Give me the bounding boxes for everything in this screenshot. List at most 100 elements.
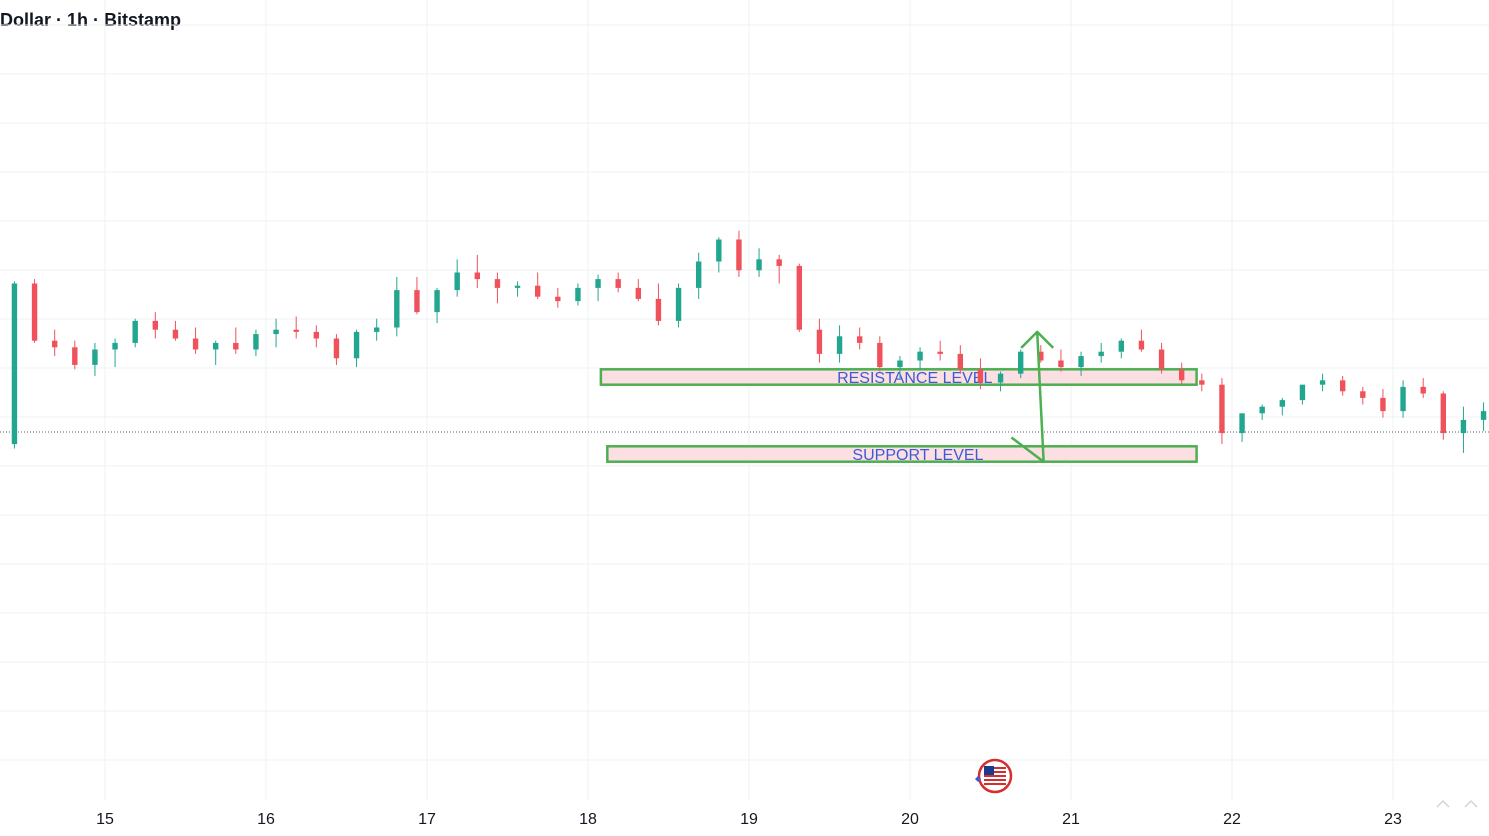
candle-body: [816, 329, 823, 354]
candle: [293, 316, 299, 339]
candle: [1058, 349, 1064, 372]
candle-body: [514, 285, 521, 288]
candle-body: [474, 272, 481, 280]
candle-body: [1199, 380, 1205, 385]
candle-body: [716, 239, 722, 262]
x-tick-label: 23: [1384, 811, 1402, 828]
candle-body: [675, 287, 682, 321]
x-tick-label: 19: [740, 811, 758, 828]
candle: [313, 325, 320, 348]
candle: [1339, 375, 1346, 396]
candle: [736, 230, 742, 277]
candle: [1420, 378, 1426, 398]
candle-body: [172, 329, 179, 339]
candle: [1158, 342, 1165, 374]
candle-body: [454, 272, 460, 291]
candle: [192, 327, 199, 354]
candle: [917, 347, 923, 370]
candle-body: [555, 296, 561, 302]
logo-stripe: [984, 783, 1006, 785]
candle: [555, 287, 561, 308]
candle: [1138, 329, 1145, 352]
candle: [233, 327, 239, 354]
candle-body: [1380, 397, 1386, 412]
candle-body: [695, 261, 702, 288]
candle-body: [635, 287, 642, 299]
candle-body: [655, 298, 662, 321]
candle-body: [1017, 351, 1024, 374]
flag-logo-icon: [975, 758, 1013, 794]
candle: [575, 283, 581, 306]
candle-body: [1319, 380, 1326, 385]
candle: [253, 329, 259, 357]
logo-canton: [984, 766, 994, 775]
chevron-up-icon[interactable]: [1435, 798, 1481, 808]
candle: [816, 318, 823, 363]
arrow-line: [1010, 331, 1045, 463]
candle: [92, 342, 98, 376]
candle-body: [997, 373, 1004, 383]
candle-body: [1078, 356, 1084, 368]
candle-body: [977, 369, 984, 383]
x-tick-label: 18: [579, 811, 597, 828]
candle: [1319, 373, 1326, 392]
x-tick-label: 22: [1223, 811, 1241, 828]
x-tick-label: 17: [418, 811, 436, 828]
candle: [1098, 342, 1104, 363]
candle: [414, 276, 420, 315]
zone-box: [606, 445, 1198, 463]
candle: [11, 281, 18, 449]
candle: [615, 272, 621, 293]
candle: [51, 329, 58, 357]
candle: [877, 336, 883, 372]
candle: [776, 254, 782, 284]
candle: [273, 318, 279, 348]
candle-body: [776, 259, 782, 266]
candle-body: [1259, 406, 1265, 414]
zone-box: [599, 368, 1198, 386]
candle-body: [434, 290, 440, 313]
candle-body: [1158, 349, 1165, 370]
grid: [0, 0, 1489, 800]
candle-body: [1058, 360, 1064, 368]
candle-body: [494, 279, 501, 288]
candle: [112, 338, 118, 368]
candle-body: [414, 290, 420, 313]
candles: [11, 230, 1487, 453]
candle: [675, 283, 682, 328]
candle: [1279, 397, 1286, 416]
candle-body: [333, 338, 340, 359]
candle: [655, 283, 662, 326]
x-tick-label: 20: [901, 811, 919, 828]
candle-body: [112, 342, 118, 350]
candle-body: [132, 320, 138, 343]
candle-body: [273, 329, 279, 335]
candle-body: [394, 290, 400, 328]
candle-body: [11, 283, 18, 445]
x-tick-label: 15: [96, 811, 114, 828]
zone-label: RESISTANCE LEVEL: [837, 370, 992, 387]
candle: [1078, 351, 1084, 376]
candle-body: [534, 285, 541, 297]
candle: [756, 248, 762, 277]
candle-body: [736, 239, 742, 271]
candle-body: [293, 329, 299, 332]
candle: [796, 263, 803, 332]
candle: [1239, 413, 1245, 442]
x-tick-label: 16: [257, 811, 275, 828]
candle-body: [1138, 340, 1145, 350]
candle-body: [856, 336, 863, 343]
candle: [132, 318, 138, 348]
candle-body: [233, 342, 239, 350]
candle-body: [1178, 369, 1185, 381]
candle: [1178, 362, 1185, 385]
candle: [1038, 345, 1044, 363]
candle-body: [796, 265, 803, 330]
candle: [1219, 378, 1225, 445]
zone-label: SUPPORT LEVEL: [852, 447, 983, 464]
candle-body: [836, 336, 843, 354]
x-axis: 15 16 17 18 19 20 21 22 23: [96, 811, 1402, 828]
candle-body: [1038, 351, 1044, 361]
candle-body: [51, 340, 58, 348]
